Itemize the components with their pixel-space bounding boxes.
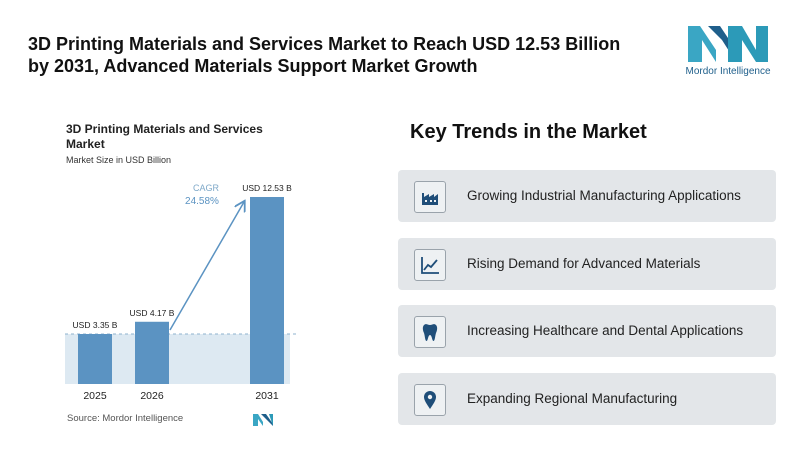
- bar: [135, 321, 169, 384]
- trend-icon: [414, 384, 446, 416]
- trend-icon: [414, 249, 446, 281]
- page-title: 3D Printing Materials and Services Marke…: [28, 34, 621, 76]
- trend-icon: [414, 181, 446, 213]
- bar: [78, 334, 112, 384]
- trend-card: Rising Demand for Advanced Materials: [398, 238, 776, 290]
- chart-subtitle: Market Size in USD Billion: [66, 155, 172, 165]
- trend-text: Growing Industrial Manufacturing Applica…: [467, 188, 741, 203]
- value-label: USD 4.17 B: [130, 308, 175, 318]
- chart-title: 3D Printing Materials and Services Marke…: [66, 122, 263, 151]
- value-label: USD 12.53 B: [242, 183, 292, 193]
- logo: Mordor Intelligence: [686, 26, 771, 77]
- chart: CAGR 24.58% Source: Mordor Intelligence …: [65, 183, 298, 426]
- source: Source: Mordor Intelligence: [67, 413, 183, 424]
- cagr-arrow: [169, 202, 244, 331]
- x-tick-label: 2025: [83, 390, 107, 402]
- cagr-value: 24.58%: [185, 196, 219, 207]
- bar: [250, 197, 284, 384]
- trend-icon: [414, 316, 446, 348]
- trend-text: Expanding Regional Manufacturing: [467, 391, 678, 406]
- trend-card: Growing Industrial Manufacturing Applica…: [398, 170, 776, 222]
- cagr-label: CAGR: [193, 183, 220, 193]
- trend-card: Increasing Healthcare and Dental Applica…: [398, 305, 776, 357]
- value-label: USD 3.35 B: [73, 320, 118, 330]
- x-tick-label: 2031: [255, 390, 279, 402]
- logo-text: Mordor Intelligence: [686, 66, 771, 77]
- source-logo: [253, 414, 273, 426]
- trend-text: Rising Demand for Advanced Materials: [467, 256, 701, 271]
- x-tick-label: 2026: [140, 390, 164, 402]
- trend-text: Increasing Healthcare and Dental Applica…: [467, 323, 744, 338]
- trends-title: Key Trends in the Market: [410, 121, 647, 143]
- chart-panel: 3D Printing Materials and Services Marke…: [55, 110, 300, 435]
- trend-card: Expanding Regional Manufacturing: [398, 373, 776, 425]
